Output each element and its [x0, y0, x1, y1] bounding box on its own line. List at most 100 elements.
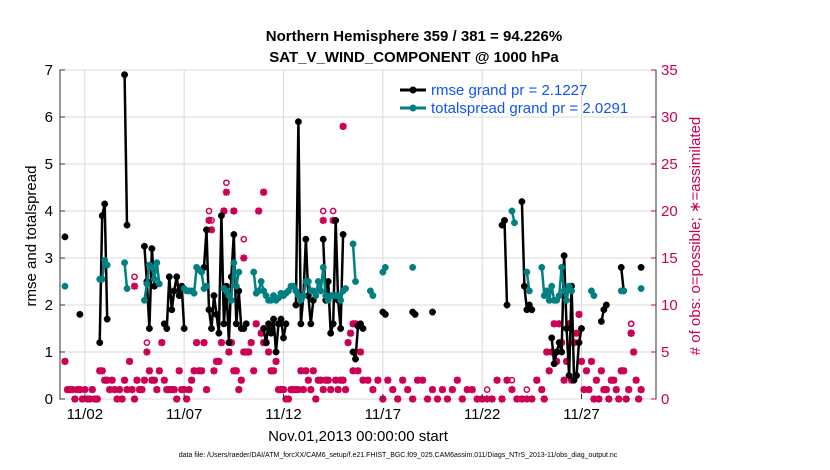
- rmse-point: [282, 320, 290, 328]
- rmse-point: [411, 310, 419, 318]
- obs-assimilated-marker: [265, 348, 273, 356]
- obs-assimilated-marker: [175, 367, 183, 375]
- obs-assimilated-stroke: [250, 367, 258, 375]
- rmse-point: [272, 348, 280, 356]
- obs-assimilated-stroke: [225, 348, 233, 356]
- obs-assimilated-stroke: [265, 348, 273, 356]
- obs-assimilated-marker: [498, 395, 506, 403]
- obs-assimilated-marker: [595, 395, 603, 403]
- obs-assimilated-stroke: [116, 386, 124, 394]
- obs-assimilated-stroke: [193, 339, 200, 347]
- spread-point: [563, 296, 571, 304]
- obs-assimilated-stroke: [468, 386, 476, 394]
- obs-assimilated-stroke: [203, 386, 210, 394]
- obs-assimilated-stroke: [131, 282, 138, 290]
- obs-assimilated-marker: [540, 395, 548, 403]
- obs-assimilated-marker: [98, 367, 106, 375]
- obs-assimilated-stroke: [508, 386, 516, 394]
- obs-assimilated-marker: [346, 329, 355, 337]
- obs-assimilated-marker: [334, 386, 342, 394]
- rmse-point: [121, 71, 129, 79]
- rmse-point: [103, 315, 111, 323]
- obs-possible-marker: [223, 179, 230, 187]
- obs-assimilated-marker: [438, 386, 447, 394]
- obs-assimilated-marker: [309, 367, 317, 375]
- obs-assimilated-marker: [197, 367, 206, 375]
- x-tick-label: 11/12: [265, 406, 301, 423]
- rmse-point: [220, 320, 228, 328]
- obs-assimilated-marker: [235, 386, 243, 394]
- obs-assimilated-stroke: [602, 386, 610, 394]
- rmse-point: [98, 212, 106, 220]
- obs-assimilated-marker: [245, 348, 253, 356]
- obs-assimilated-stroke: [245, 348, 253, 356]
- spread-point: [369, 292, 377, 300]
- spread-point: [409, 263, 417, 271]
- legend-spread-label: totalspread grand pr = 2.0291: [431, 100, 628, 117]
- obs-assimilated-stroke: [88, 386, 96, 394]
- y-right-tick-label: 25: [661, 156, 678, 173]
- obs-assimilated-stroke: [205, 216, 213, 224]
- rmse-point: [352, 355, 359, 363]
- obs-assimilated-stroke: [230, 207, 238, 215]
- obs-assimilated-marker: [81, 386, 89, 394]
- obs-assimilated-stroke: [237, 376, 245, 384]
- y-right-tick-label: 20: [661, 203, 678, 220]
- rmse-point: [205, 306, 213, 314]
- obs-assimilated-marker: [125, 357, 134, 365]
- rmse-point: [302, 235, 310, 243]
- obs-assimilated-stroke: [384, 376, 392, 384]
- rmse-point: [76, 310, 84, 318]
- obs-assimilated-marker: [339, 376, 347, 384]
- obs-assimilated-marker: [488, 395, 496, 403]
- obs-assimilated-stroke: [285, 395, 292, 403]
- obs-assimilated-marker: [327, 386, 335, 394]
- rmse-point: [280, 334, 287, 342]
- obs-assimilated-stroke: [334, 386, 342, 394]
- obs-assimilated-marker: [128, 386, 136, 394]
- obs-assimilated-stroke: [307, 386, 315, 394]
- obs-assimilated-marker: [597, 367, 605, 375]
- obs-assimilated-stroke: [369, 386, 377, 394]
- obs-assimilated-marker: [210, 367, 218, 375]
- obs-assimilated-marker: [247, 339, 255, 347]
- obs-assimilated-stroke: [610, 376, 618, 384]
- rmse-point: [359, 325, 367, 332]
- obs-assimilated-marker: [237, 376, 245, 384]
- obs-assimilated-stroke: [280, 386, 287, 394]
- y-tick-label: 2: [45, 297, 53, 314]
- obs-assimilated-marker: [215, 357, 223, 365]
- obs-assimilated-stroke: [324, 376, 332, 384]
- obs-assimilated-marker: [443, 395, 451, 403]
- spread-point: [148, 263, 156, 271]
- obs-assimilated-marker: [341, 386, 350, 394]
- obs-assimilated-marker: [130, 395, 139, 403]
- obs-assimilated-marker: [269, 367, 278, 375]
- obs-assimilated-marker: [205, 216, 213, 224]
- obs-assimilated-marker: [200, 339, 208, 347]
- obs-assimilated-stroke: [528, 395, 536, 403]
- obs-assimilated-stroke: [347, 329, 354, 337]
- rmse-point: [597, 318, 605, 325]
- obs-assimilated-marker: [610, 376, 618, 384]
- obs-assimilated-stroke: [185, 386, 193, 394]
- obs-assimilated-marker: [585, 386, 593, 394]
- obs-possible-marker: [523, 386, 531, 393]
- rmse-point: [148, 245, 156, 253]
- legend-rmse-marker: [409, 86, 417, 94]
- obs-assimilated-marker: [133, 376, 141, 384]
- obs-assimilated-marker: [260, 188, 268, 196]
- spread-point: [555, 292, 563, 300]
- obs-assimilated-stroke: [153, 386, 161, 394]
- obs-assimilated-stroke: [349, 320, 357, 328]
- obs-assimilated-marker: [615, 395, 623, 403]
- obs-assimilated-stroke: [578, 357, 585, 365]
- obs-assimilated-stroke: [143, 348, 151, 356]
- obs-assimilated-stroke: [637, 386, 645, 394]
- spread-point: [153, 259, 161, 267]
- obs-assimilated-stroke: [533, 376, 541, 384]
- obs-assimilated-stroke: [545, 367, 553, 375]
- obs-assimilated-marker: [528, 395, 536, 403]
- spread-point: [319, 263, 327, 271]
- rmse-point: [503, 301, 511, 309]
